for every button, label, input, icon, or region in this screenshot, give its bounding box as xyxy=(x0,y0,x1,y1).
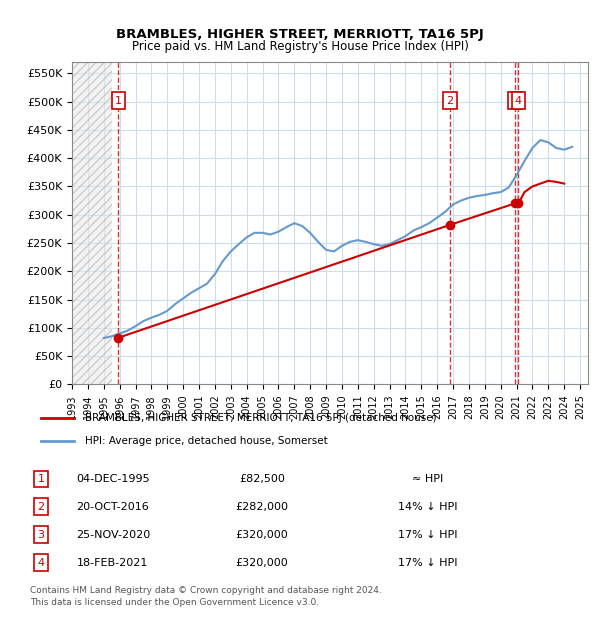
Text: This data is licensed under the Open Government Licence v3.0.: This data is licensed under the Open Gov… xyxy=(30,598,319,608)
Text: 25-NOV-2020: 25-NOV-2020 xyxy=(76,529,150,539)
Text: 17% ↓ HPI: 17% ↓ HPI xyxy=(398,557,457,567)
Text: £82,500: £82,500 xyxy=(239,474,285,484)
Text: HPI: Average price, detached house, Somerset: HPI: Average price, detached house, Some… xyxy=(85,436,328,446)
Text: 2: 2 xyxy=(446,95,454,105)
Text: 20-OCT-2016: 20-OCT-2016 xyxy=(76,502,149,512)
Text: 2: 2 xyxy=(37,502,44,512)
Text: 1: 1 xyxy=(115,95,122,105)
Text: 17% ↓ HPI: 17% ↓ HPI xyxy=(398,529,457,539)
Text: BRAMBLES, HIGHER STREET, MERRIOTT, TA16 5PJ (detached house): BRAMBLES, HIGHER STREET, MERRIOTT, TA16 … xyxy=(85,413,437,423)
Text: 4: 4 xyxy=(515,95,522,105)
Text: ≈ HPI: ≈ HPI xyxy=(412,474,443,484)
Text: £320,000: £320,000 xyxy=(235,529,288,539)
Text: Contains HM Land Registry data © Crown copyright and database right 2024.: Contains HM Land Registry data © Crown c… xyxy=(30,586,382,595)
Text: 3: 3 xyxy=(511,95,518,105)
Text: 14% ↓ HPI: 14% ↓ HPI xyxy=(398,502,457,512)
Text: BRAMBLES, HIGHER STREET, MERRIOTT, TA16 5PJ: BRAMBLES, HIGHER STREET, MERRIOTT, TA16 … xyxy=(116,28,484,41)
Text: 04-DEC-1995: 04-DEC-1995 xyxy=(76,474,149,484)
Text: 18-FEB-2021: 18-FEB-2021 xyxy=(77,557,148,567)
Text: Price paid vs. HM Land Registry's House Price Index (HPI): Price paid vs. HM Land Registry's House … xyxy=(131,40,469,53)
Text: £320,000: £320,000 xyxy=(235,557,288,567)
Text: 1: 1 xyxy=(38,474,44,484)
Bar xyxy=(72,62,112,384)
Text: 4: 4 xyxy=(37,557,44,567)
Text: £282,000: £282,000 xyxy=(235,502,289,512)
Text: 3: 3 xyxy=(38,529,44,539)
